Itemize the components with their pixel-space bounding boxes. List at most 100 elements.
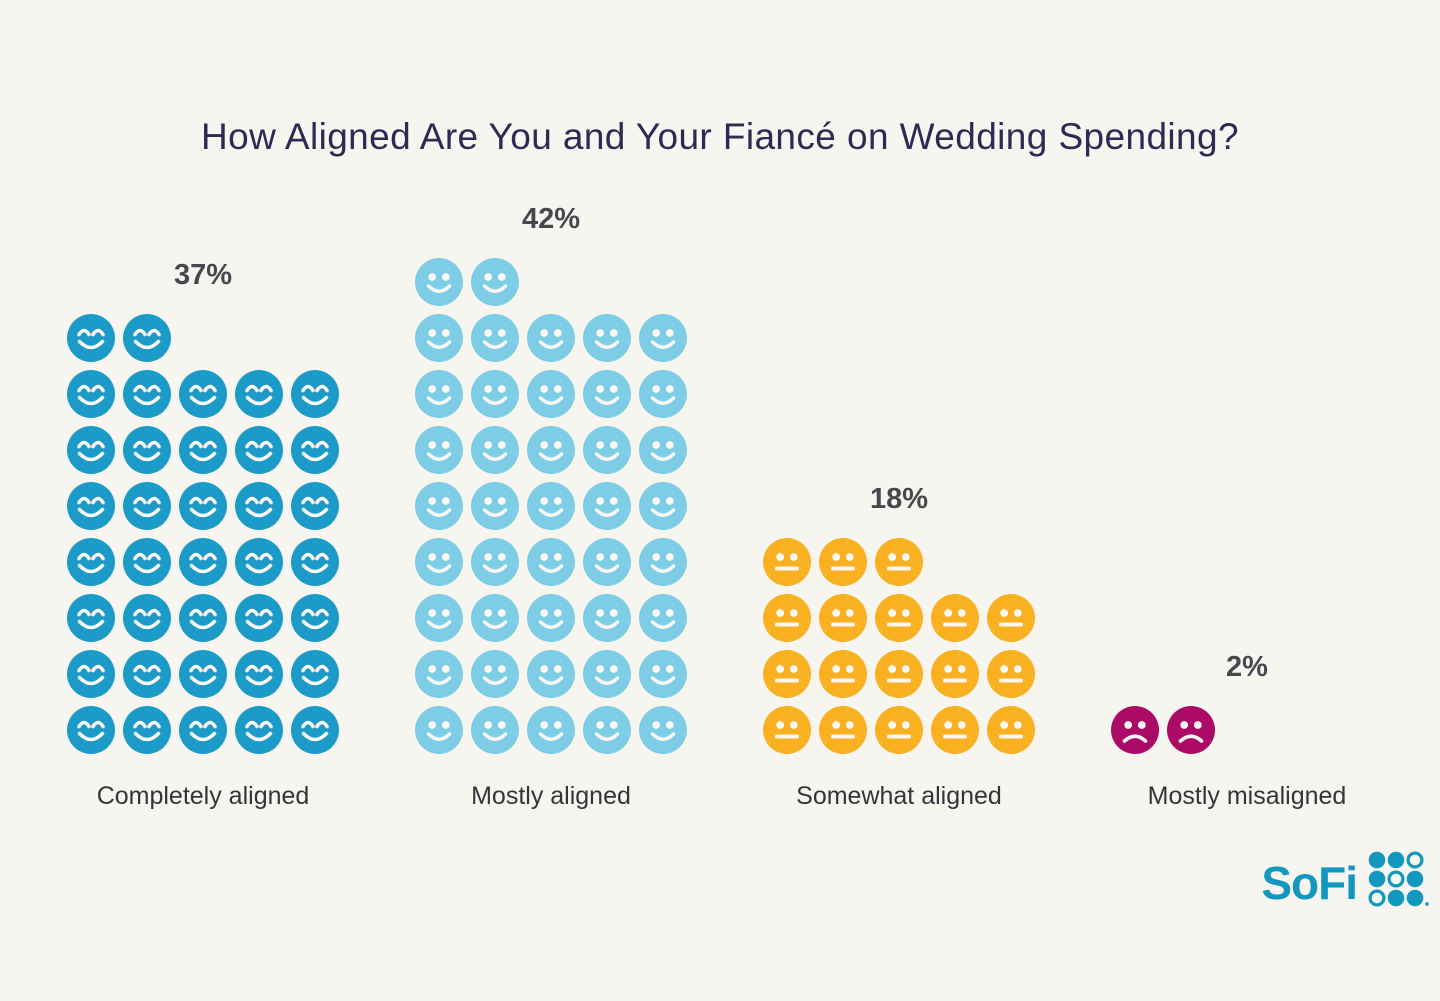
happy-face-icon bbox=[527, 370, 575, 418]
neutral-face-icon bbox=[763, 538, 811, 586]
happy-face-icon bbox=[583, 594, 631, 642]
happy-face-icon bbox=[527, 482, 575, 530]
percent-value-label: 42% bbox=[521, 203, 581, 235]
happy-closed-eyes-face-icon bbox=[123, 370, 171, 418]
face-row bbox=[67, 426, 339, 474]
neutral-face-icon bbox=[875, 594, 923, 642]
pictogram-group: 18% bbox=[763, 482, 1035, 754]
happy-closed-eyes-face-icon bbox=[179, 538, 227, 586]
happy-closed-eyes-face-icon bbox=[179, 650, 227, 698]
happy-closed-eyes-face-icon bbox=[67, 538, 115, 586]
face-row bbox=[67, 370, 339, 418]
face-row bbox=[763, 538, 923, 586]
sad-face-icon bbox=[1167, 706, 1215, 754]
neutral-face-icon bbox=[931, 650, 979, 698]
category-label: Mostly aligned bbox=[471, 782, 631, 810]
neutral-face-icon bbox=[875, 706, 923, 754]
happy-face-icon bbox=[639, 706, 687, 754]
neutral-face-icon bbox=[819, 594, 867, 642]
face-row bbox=[415, 426, 687, 474]
happy-face-icon bbox=[527, 426, 575, 474]
percent-value-label: 37% bbox=[173, 259, 233, 291]
happy-closed-eyes-face-icon bbox=[291, 370, 339, 418]
happy-face-icon bbox=[527, 594, 575, 642]
happy-closed-eyes-face-icon bbox=[123, 426, 171, 474]
neutral-face-icon bbox=[819, 706, 867, 754]
happy-closed-eyes-face-icon bbox=[123, 314, 171, 362]
face-row bbox=[415, 594, 687, 642]
neutral-face-icon bbox=[987, 650, 1035, 698]
happy-closed-eyes-face-icon bbox=[67, 706, 115, 754]
happy-closed-eyes-face-icon bbox=[291, 482, 339, 530]
happy-face-icon bbox=[415, 314, 463, 362]
happy-face-icon bbox=[415, 258, 463, 306]
sofi-dot-grid bbox=[1368, 851, 1429, 907]
happy-face-icon bbox=[415, 706, 463, 754]
pictogram-group: 37% bbox=[67, 258, 339, 754]
category-label: Completely aligned bbox=[96, 782, 310, 810]
happy-closed-eyes-face-icon bbox=[291, 706, 339, 754]
happy-face-icon bbox=[583, 706, 631, 754]
happy-face-icon bbox=[415, 538, 463, 586]
neutral-face-icon bbox=[931, 706, 979, 754]
category-label: Mostly misaligned bbox=[1147, 782, 1347, 810]
happy-face-icon bbox=[527, 538, 575, 586]
pictogram-group: 2% bbox=[1111, 650, 1383, 754]
face-row bbox=[763, 650, 1035, 698]
happy-face-icon bbox=[583, 650, 631, 698]
happy-closed-eyes-face-icon bbox=[67, 370, 115, 418]
happy-closed-eyes-face-icon bbox=[179, 426, 227, 474]
sad-face-icon bbox=[1111, 706, 1159, 754]
happy-closed-eyes-face-icon bbox=[235, 706, 283, 754]
happy-face-icon bbox=[639, 426, 687, 474]
happy-face-icon bbox=[583, 370, 631, 418]
happy-closed-eyes-face-icon bbox=[235, 594, 283, 642]
happy-closed-eyes-face-icon bbox=[235, 538, 283, 586]
face-row bbox=[415, 650, 687, 698]
happy-closed-eyes-face-icon bbox=[235, 650, 283, 698]
happy-face-icon bbox=[415, 426, 463, 474]
face-row bbox=[67, 482, 339, 530]
neutral-face-icon bbox=[819, 650, 867, 698]
pictogram-group: 42% bbox=[415, 202, 687, 754]
happy-closed-eyes-face-icon bbox=[179, 482, 227, 530]
face-row bbox=[763, 594, 1035, 642]
happy-face-icon bbox=[415, 482, 463, 530]
happy-closed-eyes-face-icon bbox=[235, 426, 283, 474]
face-row bbox=[1111, 706, 1215, 754]
face-row bbox=[415, 370, 687, 418]
neutral-face-icon bbox=[763, 706, 811, 754]
happy-face-icon bbox=[471, 706, 519, 754]
face-row bbox=[67, 650, 339, 698]
percent-value-label: 2% bbox=[1226, 651, 1268, 683]
happy-face-icon bbox=[471, 594, 519, 642]
happy-closed-eyes-face-icon bbox=[291, 538, 339, 586]
happy-closed-eyes-face-icon bbox=[179, 706, 227, 754]
happy-face-icon bbox=[639, 482, 687, 530]
face-row bbox=[67, 538, 339, 586]
neutral-face-icon bbox=[987, 594, 1035, 642]
happy-face-icon bbox=[583, 426, 631, 474]
happy-face-icon bbox=[471, 482, 519, 530]
category-label: Somewhat aligned bbox=[796, 782, 1002, 810]
face-row bbox=[415, 538, 687, 586]
happy-closed-eyes-face-icon bbox=[235, 482, 283, 530]
happy-closed-eyes-face-icon bbox=[67, 314, 115, 362]
happy-face-icon bbox=[471, 426, 519, 474]
face-row bbox=[415, 706, 687, 754]
happy-face-icon bbox=[415, 594, 463, 642]
happy-face-icon bbox=[583, 482, 631, 530]
happy-closed-eyes-face-icon bbox=[67, 650, 115, 698]
happy-closed-eyes-face-icon bbox=[291, 650, 339, 698]
happy-closed-eyes-face-icon bbox=[179, 594, 227, 642]
sofi-wordmark: SoFi bbox=[1261, 856, 1358, 909]
happy-face-icon bbox=[527, 650, 575, 698]
face-row bbox=[415, 482, 687, 530]
face-row bbox=[67, 594, 339, 642]
happy-closed-eyes-face-icon bbox=[123, 706, 171, 754]
happy-face-icon bbox=[471, 370, 519, 418]
happy-face-icon bbox=[639, 370, 687, 418]
happy-face-icon bbox=[639, 594, 687, 642]
happy-closed-eyes-face-icon bbox=[67, 594, 115, 642]
